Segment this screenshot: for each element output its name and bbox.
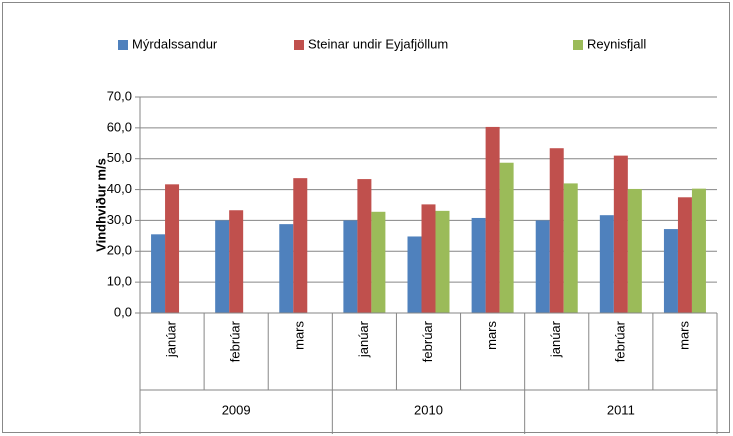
x-tick-label: janúar	[356, 320, 371, 358]
legend-swatch	[294, 40, 304, 50]
x-tick-label: mars	[484, 321, 499, 350]
y-tick-label: 60,0	[107, 119, 132, 134]
legend-label: Reynisfjall	[587, 36, 646, 51]
x-tick-label: mars	[292, 321, 307, 350]
legend-swatch	[118, 40, 128, 50]
x-group-label: 2010	[414, 402, 443, 417]
x-tick-label: mars	[676, 321, 691, 350]
y-tick-label: 40,0	[107, 181, 132, 196]
x-tick-label: febrúar	[612, 320, 627, 362]
bar	[677, 197, 692, 313]
y-tick-label: 10,0	[107, 274, 132, 289]
y-axis-title: Vindhviður m/s	[93, 158, 108, 252]
bar	[229, 210, 244, 313]
x-group-label: 2009	[222, 402, 251, 417]
legend-label: Mýrdalssandur	[132, 36, 218, 51]
x-tick-label: janúar	[163, 320, 178, 358]
bar	[663, 229, 678, 313]
bar	[151, 234, 166, 313]
bar	[371, 211, 386, 313]
bar	[357, 179, 372, 313]
bar	[535, 220, 550, 313]
y-tick-label: 30,0	[107, 212, 132, 227]
x-tick-label: febrúar	[228, 320, 243, 362]
bar	[407, 236, 422, 313]
bar	[165, 184, 180, 313]
legend-label: Steinar undir Eyjafjöllum	[308, 36, 448, 51]
bar	[485, 126, 500, 313]
bar	[421, 204, 436, 313]
bar	[627, 188, 642, 313]
x-tick-label: febrúar	[420, 320, 435, 362]
bar	[279, 224, 294, 313]
bar	[471, 217, 486, 313]
y-tick-label: 50,0	[107, 150, 132, 165]
x-group-label: 2011	[607, 402, 635, 417]
legend-swatch	[573, 40, 583, 50]
bar	[549, 148, 564, 313]
bar	[293, 178, 308, 313]
x-tick-label: janúar	[548, 320, 563, 358]
y-tick-label: 70,0	[107, 88, 132, 103]
bar	[563, 183, 578, 313]
bar	[613, 155, 628, 313]
bar	[343, 220, 358, 313]
bar	[435, 210, 450, 313]
y-tick-label: 0,0	[114, 304, 132, 319]
bar	[499, 162, 514, 313]
bar	[215, 220, 230, 313]
bar	[599, 215, 614, 313]
bar	[691, 188, 706, 313]
y-tick-label: 20,0	[107, 243, 132, 258]
